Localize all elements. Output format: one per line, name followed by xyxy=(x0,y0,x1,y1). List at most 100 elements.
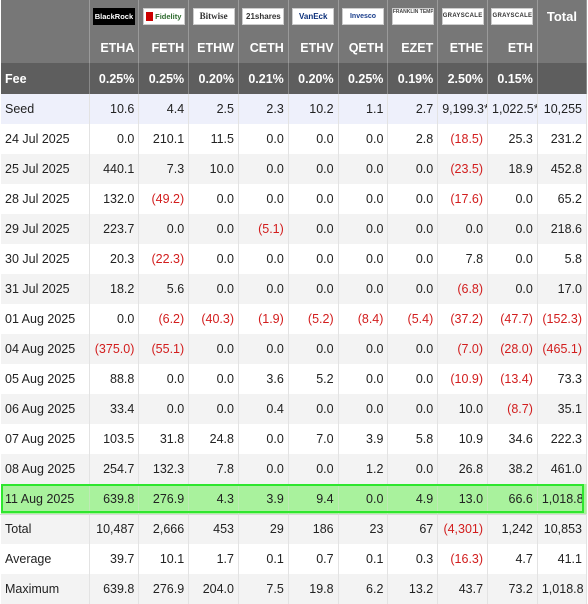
flow-value-cell: 5.8 xyxy=(387,424,439,454)
row-total-cell: 1,018.8 xyxy=(537,484,588,514)
flow-value-cell: 0.0 xyxy=(387,244,439,274)
flow-value-cell: 7.5 xyxy=(238,574,289,604)
flow-value-cell: (55.1) xyxy=(138,334,190,364)
flow-value-cell: 0.0 xyxy=(288,394,339,424)
flow-value-cell: 39.7 xyxy=(89,544,140,574)
table-row: Seed 10.6 4.4 2.5 2.3 10.2 1.1 2.7 9,199.3* 1,022… xyxy=(1,94,588,124)
row-label: 31 Jul 2025 xyxy=(1,274,90,304)
flow-value-cell: 0.0 xyxy=(188,364,239,394)
fee-value: 0.20% xyxy=(288,63,339,94)
vaneck-logo: VanEck xyxy=(292,7,335,25)
flow-value-cell: 25.3 xyxy=(487,124,538,154)
flow-value-cell: 13.2 xyxy=(387,574,439,604)
row-total-cell: 218.6 xyxy=(537,214,588,244)
flow-value-cell: 29 xyxy=(238,514,289,544)
issuer-logo-row: BlackRock Fidelity Bitwise 21shares VanEck In… xyxy=(1,0,588,32)
table-body: Seed 10.6 4.4 2.5 2.3 10.2 1.1 2.7 9,199.3* 1,022… xyxy=(1,94,588,604)
ticker-header: ETHE xyxy=(437,32,489,63)
flow-value-cell: 10.0 xyxy=(437,394,489,424)
fee-value: 0.25% xyxy=(89,63,140,94)
flow-value-cell: 0.0 xyxy=(387,154,439,184)
row-label: 11 Aug 2025 xyxy=(1,484,90,514)
flow-value-cell: 20.3 xyxy=(89,244,140,274)
flow-value-cell: 3.9 xyxy=(338,424,389,454)
flow-value-cell: 0.0 xyxy=(338,124,389,154)
flow-value-cell: 0.0 xyxy=(487,244,538,274)
flow-value-cell: 440.1 xyxy=(89,154,140,184)
row-total-cell: 5.8 xyxy=(537,244,588,274)
blackrock-logo: BlackRock xyxy=(92,7,135,25)
summary-separator xyxy=(0,514,586,515)
flow-value-cell: 453 xyxy=(188,514,239,544)
flow-value-cell: (17.6) xyxy=(437,184,489,214)
flow-value-cell: 0.0 xyxy=(288,274,339,304)
flow-value-cell: 9,199.3* xyxy=(437,94,489,124)
fee-value-blank xyxy=(537,63,588,94)
flow-value-cell: 0.0 xyxy=(338,214,389,244)
fee-value: 0.25% xyxy=(138,63,190,94)
ticker-header: ETHA xyxy=(89,32,140,63)
row-label: 04 Aug 2025 xyxy=(1,334,90,364)
flow-value-cell: 18.9 xyxy=(487,154,538,184)
table-row: 30 Jul 2025 20.3 (22.3) 0.0 0.0 0.0 0.0 0.0 7.8 0… xyxy=(1,244,588,274)
row-total-cell: 10,255 xyxy=(537,94,588,124)
flow-value-cell: 6.2 xyxy=(338,574,389,604)
flow-value-cell: (6.2) xyxy=(138,304,190,334)
franklin-logo: FRANKLIN TEMPLETON xyxy=(391,7,434,25)
table-row: 11 Aug 2025 639.8 276.9 4.3 3.9 9.4 0.0 4.9 13.0… xyxy=(1,484,588,514)
flow-value-cell: 132.0 xyxy=(89,184,140,214)
row-total-cell: 17.0 xyxy=(537,274,588,304)
issuer-logo-cell: GRAYSCALE xyxy=(437,0,489,32)
flow-value-cell: (6.8) xyxy=(437,274,489,304)
flow-value-cell: 0.0 xyxy=(89,304,140,334)
flow-value-cell: 0.0 xyxy=(288,334,339,364)
flow-value-cell: 0.0 xyxy=(188,214,239,244)
flow-value-cell: 10.9 xyxy=(437,424,489,454)
flow-value-cell: 18.2 xyxy=(89,274,140,304)
fee-value: 0.21% xyxy=(238,63,289,94)
flow-value-cell: 276.9 xyxy=(138,574,190,604)
row-total-cell: 10,853 xyxy=(537,514,588,544)
flow-value-cell: 5.6 xyxy=(138,274,190,304)
flow-value-cell: 0.0 xyxy=(338,484,389,514)
issuer-logo-cell: Bitwise xyxy=(188,0,239,32)
flow-value-cell: 67 xyxy=(387,514,439,544)
flow-value-cell: 88.8 xyxy=(89,364,140,394)
flow-value-cell: 0.0 xyxy=(387,454,439,484)
flow-value-cell: 0.0 xyxy=(387,394,439,424)
fee-value: 0.19% xyxy=(387,63,439,94)
row-total-cell: 65.2 xyxy=(537,184,588,214)
issuer-logo-cell: 21shares xyxy=(238,0,289,32)
flow-value-cell: 0.0 xyxy=(487,184,538,214)
flow-value-cell: 0.0 xyxy=(188,334,239,364)
flow-value-cell: (37.2) xyxy=(437,304,489,334)
row-label: 01 Aug 2025 xyxy=(1,304,90,334)
fee-label: Fee xyxy=(1,63,90,94)
row-total-cell: 461.0 xyxy=(537,454,588,484)
row-total-cell: (465.1) xyxy=(537,334,588,364)
flow-value-cell: 0.0 xyxy=(238,334,289,364)
flow-value-cell: 0.0 xyxy=(487,214,538,244)
flow-value-cell: 0.0 xyxy=(387,184,439,214)
flow-value-cell: 0.0 xyxy=(338,364,389,394)
flow-value-cell: 0.0 xyxy=(188,394,239,424)
row-label: 08 Aug 2025 xyxy=(1,454,90,484)
flow-value-cell: 4.7 xyxy=(487,544,538,574)
issuer-logo-cell: FRANKLIN TEMPLETON xyxy=(387,0,439,32)
flow-value-cell: 1.2 xyxy=(338,454,389,484)
invesco-logo: Invesco xyxy=(342,7,385,25)
flow-value-cell: 11.5 xyxy=(188,124,239,154)
row-total-cell: 1,018.8 xyxy=(537,574,588,604)
flow-value-cell: 0.0 xyxy=(288,124,339,154)
flow-value-cell: 19.8 xyxy=(288,574,339,604)
flow-value-cell: 7.8 xyxy=(437,244,489,274)
row-label: Total xyxy=(1,514,90,544)
flow-value-cell: 254.7 xyxy=(89,454,140,484)
flow-value-cell: 0.0 xyxy=(138,364,190,394)
flow-value-cell: 0.0 xyxy=(288,154,339,184)
grayscale-ethe-logo: GRAYSCALE xyxy=(441,7,484,25)
flow-value-cell: 0.0 xyxy=(338,394,389,424)
flow-value-cell: 4.4 xyxy=(138,94,190,124)
flow-value-cell: (8.7) xyxy=(487,394,538,424)
flow-value-cell: 0.0 xyxy=(387,214,439,244)
